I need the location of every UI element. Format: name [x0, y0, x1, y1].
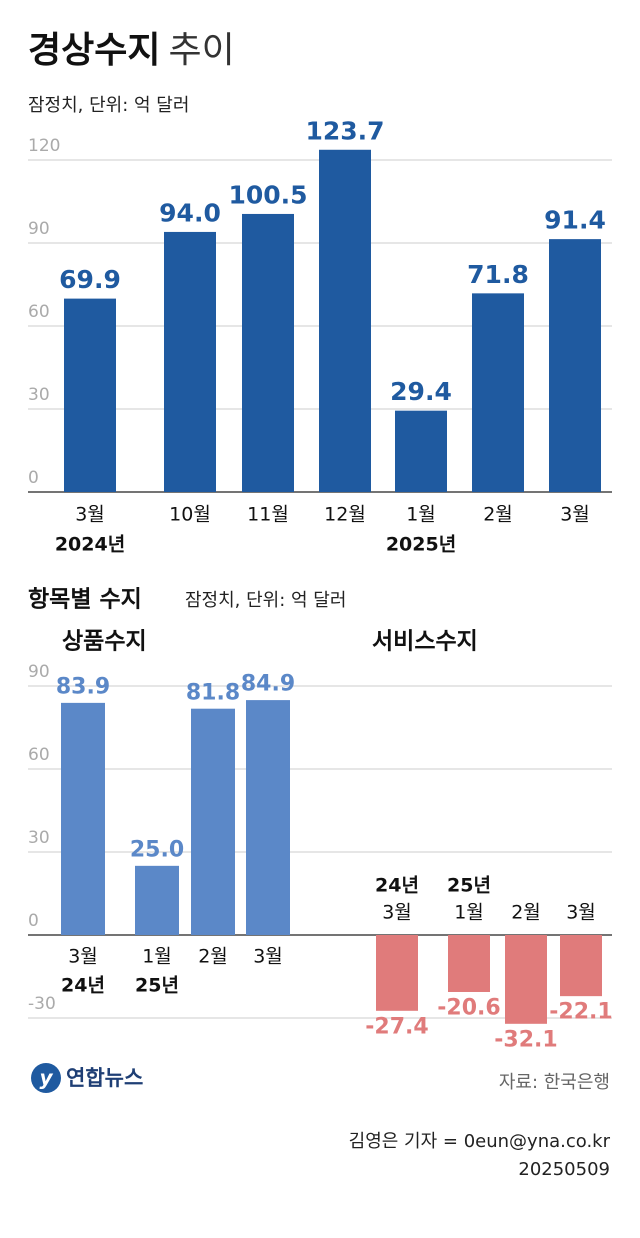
bar [505, 935, 547, 1024]
value-label: 91.4 [544, 206, 606, 235]
source: 자료: 한국은행 [499, 1072, 610, 1093]
credit: 김영은 기자 = 0eun@yna.co.kr [349, 1131, 611, 1152]
section-subtitle: 잠정치, 단위: 억 달러 [185, 590, 346, 611]
value-label: 83.9 [56, 674, 110, 699]
bar [242, 213, 294, 492]
year-label: 25년 [135, 975, 179, 997]
value-label: 71.8 [467, 260, 529, 289]
y-tick-label: 30 [28, 828, 50, 848]
value-label: 25.0 [130, 837, 184, 862]
value-label: 100.5 [228, 180, 307, 209]
value-label: -22.1 [549, 1000, 612, 1025]
y-tick-label: -30 [28, 994, 56, 1014]
x-tick-label: 3월 [253, 946, 283, 968]
x-tick-label: 3월 [382, 902, 412, 924]
title-light: 추이 [168, 30, 234, 71]
y-tick-label: 0 [28, 911, 39, 931]
bar [395, 410, 447, 492]
value-label: -20.6 [437, 995, 500, 1020]
section-title: 항목별 수지 [28, 587, 142, 613]
date: 20250509 [518, 1159, 610, 1180]
logo-text: 연합뉴스 [66, 1066, 143, 1090]
bar [448, 935, 490, 992]
bar [549, 239, 601, 492]
bar [472, 293, 524, 492]
logo-glyph: y [39, 1066, 53, 1090]
panel-title: 상품수지 [62, 629, 147, 655]
bar [135, 865, 179, 935]
value-label: 81.8 [186, 680, 240, 705]
logo: y 연합뉴스 [31, 1063, 143, 1093]
y-tick-label: 30 [28, 385, 50, 405]
x-tick-label: 1월 [406, 504, 436, 526]
x-tick-label: 2월 [511, 902, 541, 924]
subtitle: 잠정치, 단위: 억 달러 [28, 95, 189, 116]
bar [191, 708, 235, 935]
chart-title: 경상수지 추이 [28, 30, 235, 71]
bar [246, 700, 290, 935]
year-label: 24년 [375, 875, 419, 897]
bar [560, 935, 602, 997]
x-tick-label: 2월 [483, 504, 513, 526]
panel-title: 서비스수지 [372, 629, 478, 655]
x-tick-label: 3월 [75, 504, 105, 526]
year-label: 25년 [447, 875, 491, 897]
x-tick-label: 3월 [566, 902, 596, 924]
year-label: 2024년 [55, 534, 125, 556]
x-tick-label: 11월 [247, 504, 289, 526]
x-tick-label: 3월 [68, 946, 98, 968]
value-label: 123.7 [305, 116, 384, 145]
title: 경상수지 [28, 30, 160, 71]
x-tick-label: 2월 [198, 946, 228, 968]
y-tick-label: 60 [28, 302, 50, 322]
x-tick-label: 10월 [169, 504, 211, 526]
value-label: 84.9 [241, 672, 295, 697]
y-tick-label: 60 [28, 745, 50, 765]
logo-icon [31, 1063, 61, 1093]
y-tick-label: 90 [28, 662, 50, 682]
value-label: -27.4 [365, 1014, 428, 1039]
x-tick-label: 12월 [324, 504, 366, 526]
x-tick-label: 1월 [142, 946, 172, 968]
y-tick-label: 120 [28, 136, 60, 156]
year-label: 24년 [61, 975, 105, 997]
x-tick-label: 3월 [560, 504, 590, 526]
value-label: 94.0 [159, 198, 221, 227]
value-label: 69.9 [59, 265, 121, 294]
bar [164, 231, 216, 492]
y-tick-label: 0 [28, 468, 39, 488]
bar [376, 935, 418, 1011]
value-label: 29.4 [390, 377, 452, 406]
x-tick-label: 1월 [454, 902, 484, 924]
y-tick-label: 90 [28, 219, 50, 239]
bar [61, 702, 105, 935]
value-label: -32.1 [494, 1027, 557, 1052]
year-label: 2025년 [386, 534, 456, 556]
bar [64, 298, 116, 492]
bar [319, 149, 371, 492]
